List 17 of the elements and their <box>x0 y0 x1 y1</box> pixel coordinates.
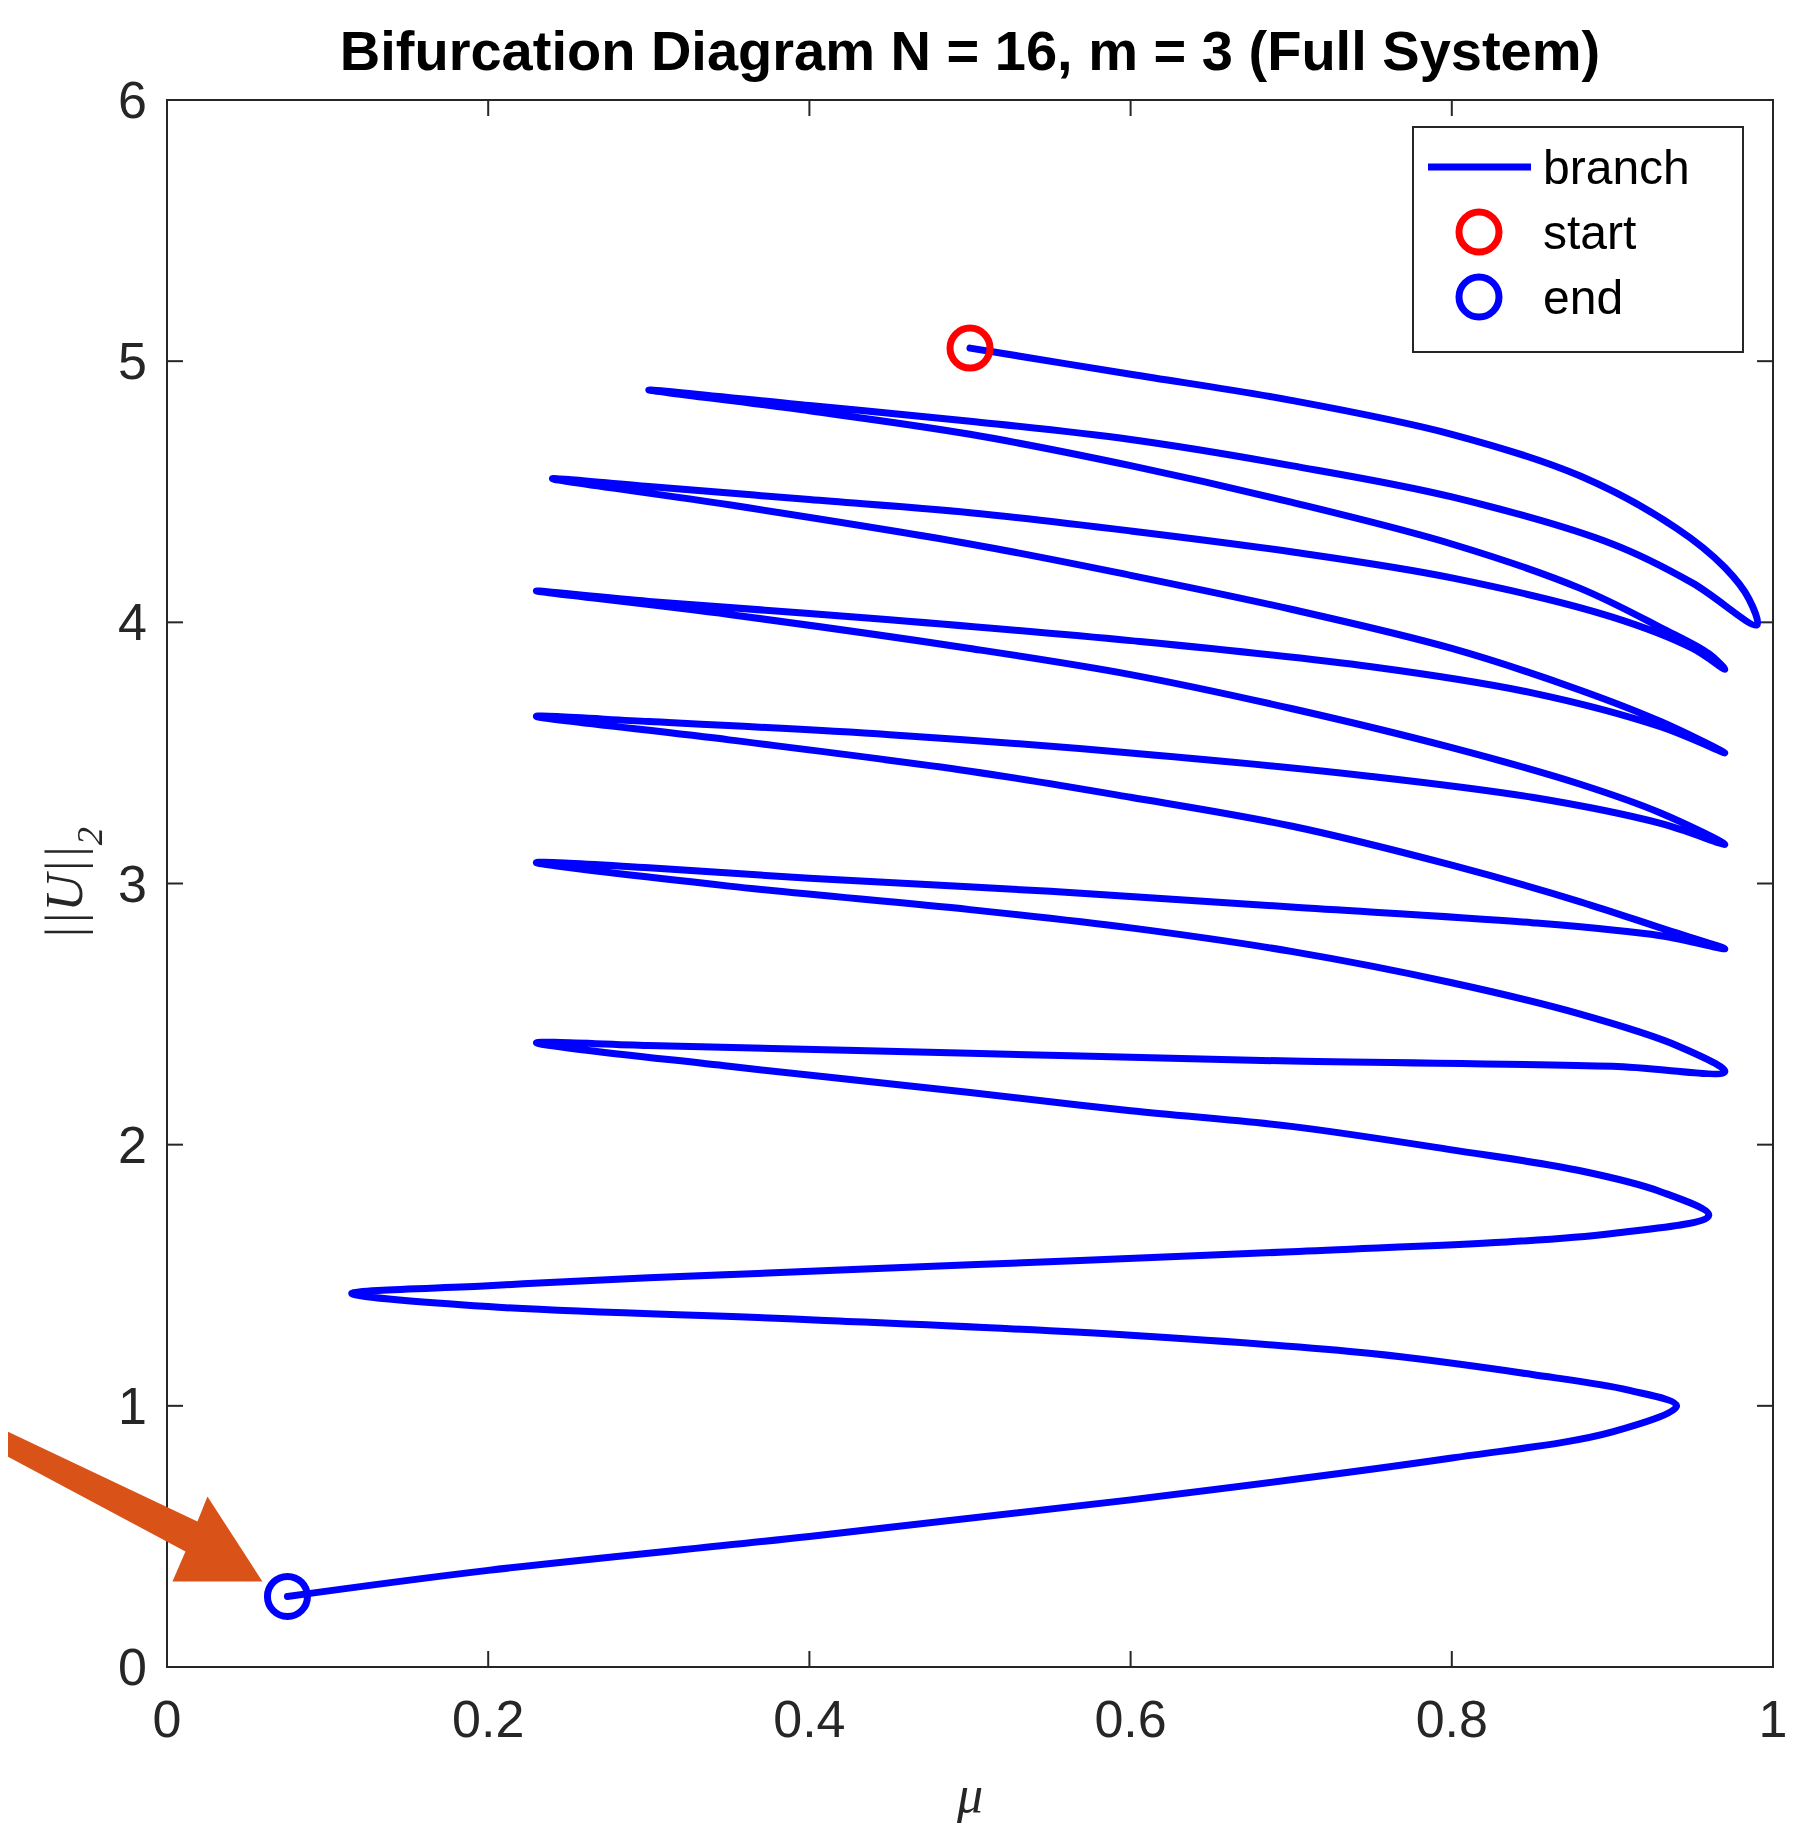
y-tick-label: 4 <box>118 593 147 652</box>
y-tick-label: 3 <box>118 854 147 913</box>
chart-title: Bifurcation Diagram N = 16, m = 3 (Full System) <box>339 19 1601 82</box>
y-tick-label: 6 <box>118 71 147 129</box>
x-tick-label: 1 <box>1758 1690 1788 1748</box>
y-tick-label: 1 <box>118 1376 147 1435</box>
x-tick-label: 0.2 <box>452 1690 525 1748</box>
legend-label: branch <box>1543 141 1690 194</box>
x-tick-label: 0.6 <box>1094 1690 1167 1748</box>
y-tick-label: 5 <box>118 332 147 391</box>
x-tick-label: 0.4 <box>773 1690 846 1748</box>
y-tick-label: 2 <box>118 1115 147 1174</box>
legend-label: end <box>1543 271 1624 324</box>
x-tick-label: 0.8 <box>1415 1690 1488 1748</box>
legend-label: start <box>1543 206 1637 259</box>
y-tick-label: 0 <box>118 1638 147 1696</box>
x-axis-title: μ <box>955 1766 984 1823</box>
